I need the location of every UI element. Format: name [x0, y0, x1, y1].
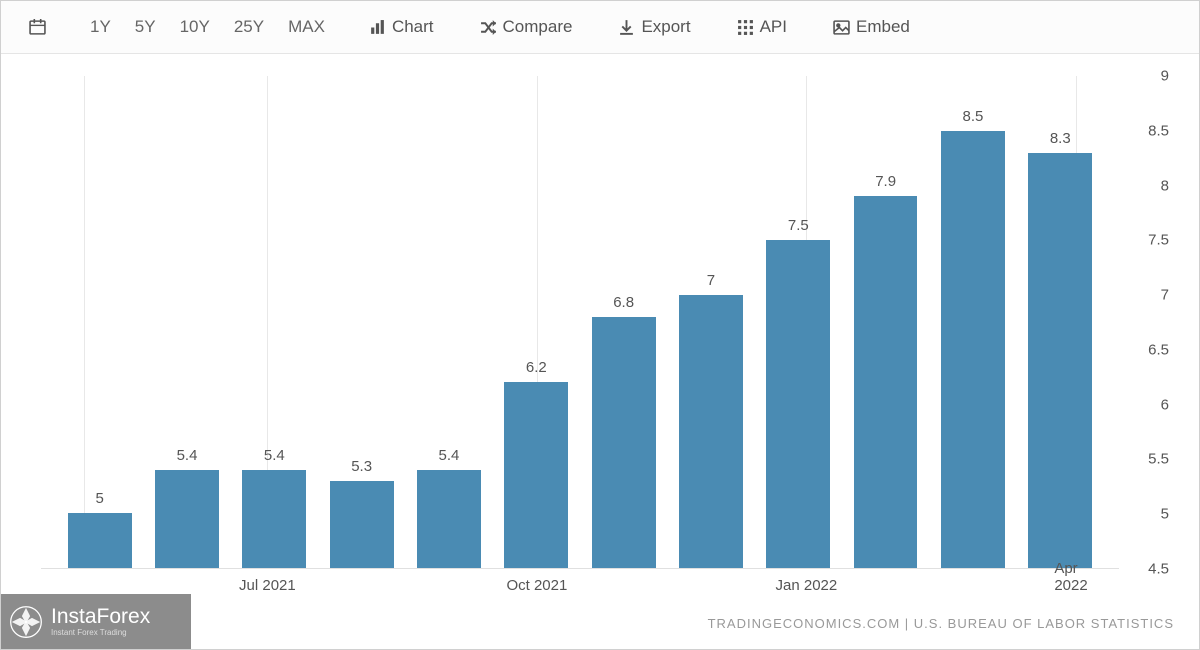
range-5y[interactable]: 5Y	[127, 13, 164, 41]
bar[interactable]	[766, 240, 830, 568]
bar[interactable]	[941, 131, 1005, 568]
y-tick: 8	[1124, 177, 1169, 194]
bar-slot: 6.2	[493, 76, 580, 568]
watermark-text-block: InstaForex Instant Forex Trading	[51, 606, 150, 637]
bar-value-label: 5.4	[264, 447, 285, 464]
bar[interactable]	[679, 295, 743, 568]
bar-slot: 5.3	[318, 76, 405, 568]
range-max[interactable]: MAX	[280, 13, 333, 41]
x-axis: Jul 2021Oct 2021Jan 2022Apr 2022	[41, 574, 1119, 594]
y-tick: 6.5	[1124, 341, 1169, 358]
range-10y[interactable]: 10Y	[172, 13, 218, 41]
range-25y[interactable]: 25Y	[226, 13, 272, 41]
x-tick: Apr 2022	[1054, 560, 1097, 594]
api-button[interactable]: API	[727, 13, 797, 41]
x-tick: Oct 2021	[506, 577, 567, 594]
bar-value-label: 8.5	[963, 108, 984, 125]
x-tick: Jul 2021	[239, 577, 296, 594]
range-1y[interactable]: 1Y	[82, 13, 119, 41]
calendar-button[interactable]	[19, 15, 56, 40]
y-tick: 8.5	[1124, 122, 1169, 139]
y-tick: 9	[1124, 68, 1169, 85]
api-label: API	[760, 17, 787, 37]
bar[interactable]	[417, 470, 481, 568]
chart-type-button[interactable]: Chart	[359, 13, 444, 41]
shuffle-icon	[480, 19, 497, 36]
y-tick: 5.5	[1124, 451, 1169, 468]
embed-button[interactable]: Embed	[823, 13, 920, 41]
bar-slot: 5.4	[143, 76, 230, 568]
watermark-brand: InstaForex	[51, 606, 150, 627]
bar[interactable]	[504, 382, 568, 568]
chart-label: Chart	[392, 17, 434, 37]
bar-slot: 5	[56, 76, 143, 568]
y-tick: 6	[1124, 396, 1169, 413]
bar-chart-icon	[369, 19, 386, 36]
watermark: InstaForex Instant Forex Trading	[1, 594, 191, 649]
y-tick: 7.5	[1124, 232, 1169, 249]
bar-slot: 5.4	[405, 76, 492, 568]
bar-value-label: 5.4	[439, 447, 460, 464]
plot-area: 5 5.4 5.4 5.3 5.4 6.2 6.8 7 7.5 7.9 8.5 8.3	[41, 76, 1119, 569]
bar[interactable]	[242, 470, 306, 568]
compare-button[interactable]: Compare	[470, 13, 583, 41]
export-button[interactable]: Export	[608, 13, 700, 41]
bar-value-label: 5.4	[177, 447, 198, 464]
bar-slot: 6.8	[580, 76, 667, 568]
bar[interactable]	[68, 513, 132, 568]
bar-value-label: 7	[707, 272, 715, 289]
download-icon	[618, 19, 635, 36]
embed-label: Embed	[856, 17, 910, 37]
bar-value-label: 7.9	[875, 173, 896, 190]
bar[interactable]	[592, 317, 656, 568]
watermark-logo-icon	[9, 605, 43, 639]
bar-value-label: 7.5	[788, 217, 809, 234]
source-attribution: TRADINGECONOMICS.COM | U.S. BUREAU OF LA…	[708, 616, 1174, 631]
chart-toolbar: 1Y 5Y 10Y 25Y MAX Chart Compare Export A…	[1, 1, 1199, 54]
bar[interactable]	[155, 470, 219, 568]
export-label: Export	[641, 17, 690, 37]
bar-value-label: 6.8	[613, 294, 634, 311]
bars-container: 5 5.4 5.4 5.3 5.4 6.2 6.8 7 7.5 7.9 8.5 8.3	[41, 76, 1119, 569]
bar-value-label: 5	[95, 490, 103, 507]
bar-slot: 8.3	[1017, 76, 1104, 568]
bar-value-label: 5.3	[351, 458, 372, 475]
x-tick: Jan 2022	[776, 577, 838, 594]
y-tick: 5	[1124, 506, 1169, 523]
image-icon	[833, 19, 850, 36]
calendar-icon	[29, 19, 46, 36]
bar-slot: 5.4	[231, 76, 318, 568]
bar-slot: 7	[667, 76, 754, 568]
bar-slot: 8.5	[929, 76, 1016, 568]
y-axis: 4.555.566.577.588.59	[1124, 76, 1169, 569]
bar[interactable]	[330, 481, 394, 568]
chart-widget: 1Y 5Y 10Y 25Y MAX Chart Compare Export A…	[0, 0, 1200, 650]
bar-value-label: 6.2	[526, 359, 547, 376]
grid-icon	[737, 19, 754, 36]
y-tick: 4.5	[1124, 561, 1169, 578]
bar-slot: 7.5	[755, 76, 842, 568]
watermark-subtitle: Instant Forex Trading	[51, 628, 150, 637]
chart-region: 5 5.4 5.4 5.3 5.4 6.2 6.8 7 7.5 7.9 8.5 8.3 4.5 5 5.5…	[21, 56, 1179, 604]
bar-slot: 7.9	[842, 76, 929, 568]
compare-label: Compare	[503, 17, 573, 37]
y-tick: 7	[1124, 287, 1169, 304]
bar[interactable]	[854, 196, 918, 568]
bar-value-label: 8.3	[1050, 130, 1071, 147]
bar[interactable]	[1028, 153, 1092, 568]
